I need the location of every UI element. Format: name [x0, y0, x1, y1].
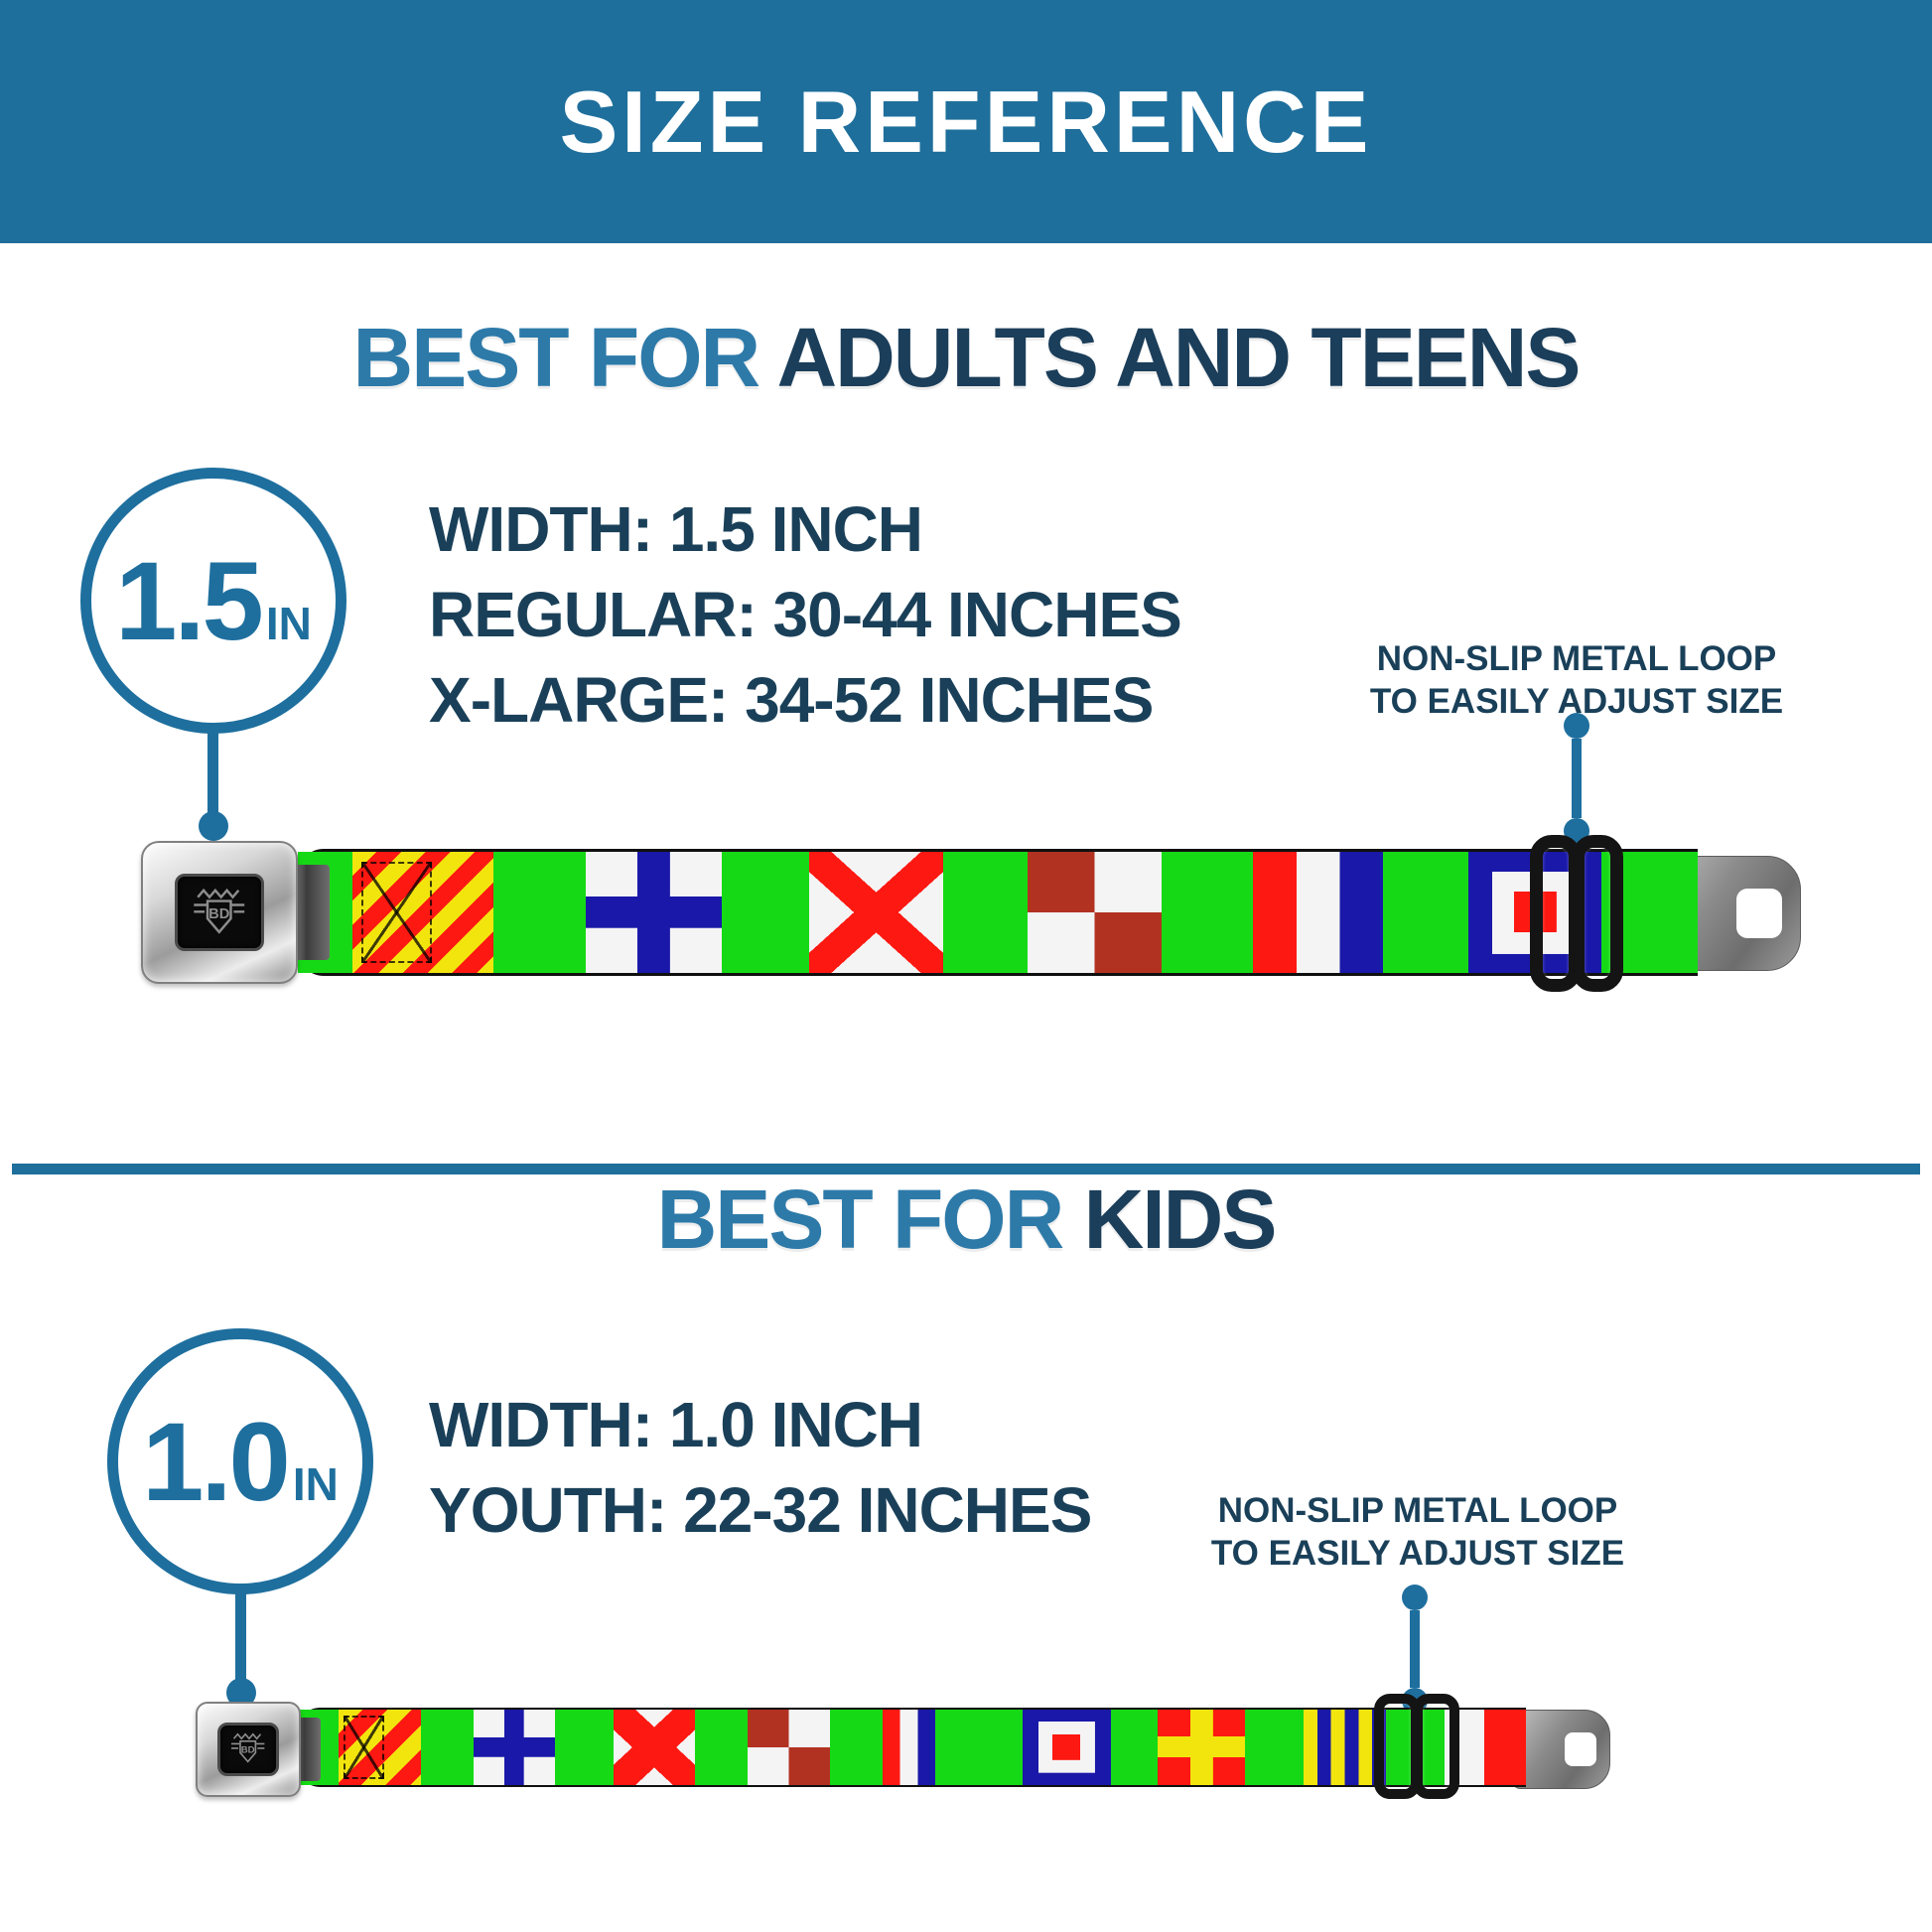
pointer-dot [1564, 713, 1589, 739]
belt-segment-green [1111, 1710, 1158, 1785]
buckle-logo-icon: BD [194, 888, 245, 934]
heading-adults-light: BEST FOR [352, 311, 761, 404]
belt-webbing [295, 1708, 1526, 1787]
belt-segment-green [555, 1710, 614, 1785]
heading-kids: BEST FOR KIDS [0, 1177, 1932, 1261]
buckle-logo-text: BD [208, 906, 229, 922]
adult-belt: BD [141, 835, 1888, 992]
page-title: SIZE REFERENCE [559, 71, 1373, 171]
belt-segment-green [695, 1710, 748, 1785]
loop-ring [1572, 835, 1623, 992]
belt-segment-green [1383, 852, 1468, 973]
belt-segment-red [1484, 1710, 1526, 1785]
belt-segment-green [1245, 1710, 1304, 1785]
buckle-logo-window: BD [175, 873, 264, 952]
adjuster-loop [1374, 1694, 1459, 1799]
heading-adults: BEST FOR ADULTS AND TEENS [0, 316, 1932, 399]
buckle-logo-icon: BD [231, 1732, 265, 1764]
spec-line: X-LARGE: 34-52 INCHES [429, 664, 1154, 736]
pointer-line [1572, 739, 1582, 818]
seatbelt-buckle: BD [141, 841, 298, 984]
spec-line: WIDTH: 1.5 INCH [429, 493, 923, 565]
belt-segment-flag-w [1023, 1710, 1111, 1785]
belt-segment-flag-g [1304, 1710, 1386, 1785]
buckle-logo-text: BD [241, 1745, 255, 1756]
adjuster-loop [1530, 835, 1623, 992]
metal-loop-callout-kids: NON-SLIP METAL LOOP TO EASILY ADJUST SIZ… [1199, 1489, 1636, 1575]
kids-belt: BD [196, 1694, 1744, 1809]
width-unit: IN [292, 1458, 339, 1510]
belt-segment-flag-v [809, 852, 943, 973]
heading-kids-light: BEST FOR [656, 1173, 1065, 1266]
belt-segment-green [722, 852, 809, 973]
circle-pointer-dot [199, 811, 228, 841]
width-value: 1.5 [115, 538, 264, 663]
belt-segment-green [830, 1710, 883, 1785]
header-banner: SIZE REFERENCE [0, 0, 1932, 243]
belt-segment-flag-y [352, 852, 493, 973]
metal-loop-callout-adults: NON-SLIP METAL LOOP TO EASILY ADJUST SIZ… [1358, 637, 1795, 723]
spec-line: WIDTH: 1.0 INCH [429, 1389, 923, 1460]
stitch-box [343, 1716, 385, 1779]
belt-segment-green [493, 852, 586, 973]
seatbelt-buckle: BD [196, 1702, 301, 1797]
callout-line: NON-SLIP METAL LOOP [1376, 639, 1777, 678]
belt-segment-green [935, 1710, 1023, 1785]
size-specs-kids: WIDTH: 1.0 INCH YOUTH: 22-32 INCHES [429, 1382, 1092, 1553]
section-divider [12, 1164, 1920, 1174]
heading-kids-dark: KIDS [1083, 1173, 1278, 1266]
belt-segment-flag-x [474, 1710, 555, 1785]
belt-segment-green [1162, 852, 1253, 973]
pointer-line [1410, 1610, 1420, 1688]
belt-segment-green [421, 1710, 474, 1785]
belt-segment-flag-x [586, 852, 722, 973]
spec-line: YOUTH: 22-32 INCHES [429, 1474, 1092, 1546]
loop-ring [1413, 1694, 1459, 1799]
heading-adults-dark: ADULTS AND TEENS [776, 311, 1581, 404]
belt-metal-tip [1511, 1710, 1610, 1789]
tip-slot [1565, 1732, 1596, 1766]
belt-segment-flag-y [339, 1710, 421, 1785]
callout-pointer-adults [1564, 713, 1589, 844]
stitch-box [360, 861, 432, 964]
belt-segment-flag-u [748, 1710, 830, 1785]
belt-segment-flag-u [1028, 852, 1162, 973]
width-value: 1.0 [142, 1399, 291, 1524]
spec-line: REGULAR: 30-44 INCHES [429, 579, 1182, 650]
belt-segment-flag-r [1158, 1710, 1245, 1785]
callout-line: TO EASILY ADJUST SIZE [1210, 1534, 1625, 1573]
width-circle-kids: 1.0 IN [107, 1328, 373, 1594]
circle-pointer-line [207, 730, 218, 815]
belt-segment-green [943, 852, 1028, 973]
circle-pointer-line [235, 1590, 246, 1684]
buckle-logo-window: BD [217, 1723, 279, 1776]
size-specs-adults: WIDTH: 1.5 INCH REGULAR: 30-44 INCHES X-… [429, 486, 1182, 743]
callout-line: NON-SLIP METAL LOOP [1217, 1491, 1618, 1530]
tip-slot [1736, 889, 1782, 938]
width-circle-adults: 1.5 IN [80, 468, 346, 734]
belt-webbing [298, 849, 1698, 976]
belt-segment-flag-v [614, 1710, 695, 1785]
belt-segment-flag-t [1253, 852, 1383, 973]
width-unit: IN [265, 598, 312, 649]
belt-segment-flag-t [883, 1710, 935, 1785]
pointer-dot [1402, 1585, 1428, 1610]
